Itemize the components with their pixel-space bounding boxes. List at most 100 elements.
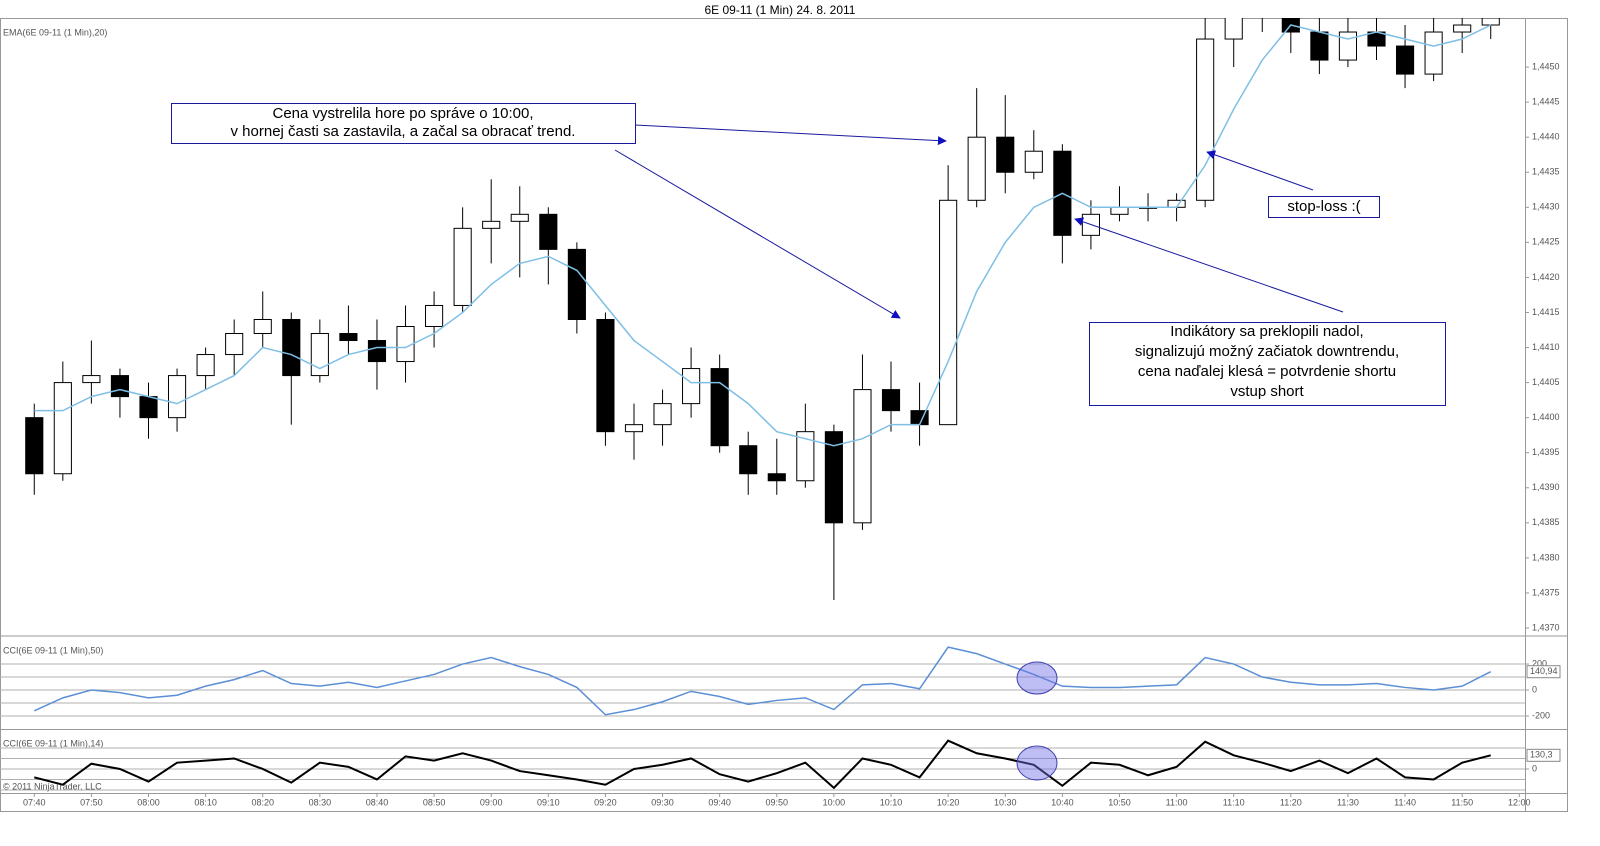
annotation: Indikátory sa preklopili nadol,: [1170, 323, 1363, 340]
x-tick-label: 10:50: [1108, 797, 1131, 807]
candle-body: [53, 382, 72, 475]
candle-body: [310, 333, 329, 377]
candle-body: [996, 136, 1015, 173]
x-tick-label: 08:10: [194, 797, 217, 807]
candle-body: [110, 375, 130, 398]
candle-body: [1310, 31, 1329, 61]
annotation-box: [1268, 196, 1380, 218]
candle-body: [539, 213, 558, 250]
candle-body: [225, 333, 244, 356]
annotation: Cena vystrelila hore po správe o 10:00,: [273, 105, 534, 122]
y-tick-label: 0: [1532, 684, 1537, 694]
y-tick-label: 1,4400: [1532, 412, 1560, 422]
candle-body: [881, 389, 901, 412]
y-tick-label: 1,4395: [1532, 447, 1560, 457]
x-tick-label: 10:20: [937, 797, 960, 807]
candle-body: [710, 368, 729, 447]
candle-body: [796, 431, 815, 482]
series-line: [34, 739, 1491, 790]
last-value-label: 140,94: [1530, 666, 1558, 676]
y-tick-label: 1,4385: [1532, 517, 1560, 527]
y-tick-label: 1,4380: [1532, 552, 1560, 562]
candle-body: [653, 403, 672, 426]
candle-body: [967, 136, 986, 201]
x-tick-label: 12:00: [1508, 797, 1531, 807]
x-tick-label: 11:00: [1166, 797, 1188, 807]
y-tick-label: 1,4450: [1532, 61, 1560, 71]
series-line: [33, 646, 1492, 716]
candle-body: [253, 318, 272, 335]
y-tick-label: 1,4440: [1532, 132, 1560, 142]
candle-body: [767, 473, 786, 482]
y-tick-label: 1,4410: [1532, 342, 1560, 352]
annotation: vstup short: [1230, 383, 1304, 400]
candle-body: [739, 445, 758, 475]
candle-body: [1281, 18, 1300, 33]
x-tick-label: 09:10: [537, 797, 560, 807]
y-tick-label: 1,4375: [1532, 587, 1560, 597]
x-tick-label: 09:30: [651, 797, 674, 807]
x-tick-label: 09:20: [594, 797, 617, 807]
annotation: v hornej časti sa zastavila, a začal sa …: [231, 123, 576, 140]
y-tick-label: 1,4405: [1532, 377, 1560, 387]
arrows: [614, 124, 1344, 319]
panel-label: CCI(6E 09-11 (1 Min),14): [3, 738, 103, 748]
x-tick-label: 11:10: [1223, 797, 1245, 807]
candle-body: [367, 340, 387, 363]
x-tick-label: 08:40: [366, 797, 389, 807]
x-tick-label: 11:50: [1451, 797, 1473, 807]
candle-body: [1196, 38, 1215, 201]
annotation: signalizujú možný začiatok downtrendu,: [1135, 343, 1399, 360]
candle-body: [339, 333, 358, 342]
y-tick-label: 1,4425: [1532, 237, 1560, 247]
candle-body: [139, 396, 158, 419]
last-value-label: 130,3: [1530, 750, 1553, 760]
candle-body: [510, 213, 529, 222]
candle-body: [1024, 150, 1043, 173]
annotation-box: [1089, 322, 1446, 406]
candle-body: [853, 389, 872, 524]
x-tick-label: 11:40: [1394, 797, 1416, 807]
candle-body: [453, 227, 472, 306]
series-line: [34, 24, 1492, 447]
panel-label: EMA(6E 09-11 (1 Min),20): [3, 27, 107, 37]
candle-body: [824, 431, 843, 524]
y-tick-label: 1,4420: [1532, 272, 1560, 282]
x-tick-label: 10:30: [994, 797, 1017, 807]
y-tick-label: 0: [1532, 763, 1537, 773]
candle-body: [25, 417, 44, 475]
x-tick-label: 08:30: [309, 797, 332, 807]
y-tick-label: 1,4430: [1532, 202, 1560, 212]
x-tick-label: 10:40: [1051, 797, 1074, 807]
candle-body: [596, 318, 615, 433]
candle-body: [167, 375, 187, 419]
annotation: stop-loss :(: [1287, 198, 1360, 215]
x-tick-label: 09:50: [766, 797, 789, 807]
last-value-box: [1526, 748, 1561, 762]
candle-body: [282, 318, 301, 377]
y-tick-label: 200: [1532, 658, 1547, 668]
x-tick-label: 07:40: [23, 797, 46, 807]
x-tick-label: 09:40: [708, 797, 731, 807]
y-tick-label: 1,4415: [1532, 307, 1560, 317]
candle-body: [1224, 18, 1243, 40]
x-tick-label: 10:00: [823, 797, 846, 807]
candle-body: [567, 248, 586, 320]
candle-body: [1254, 11, 1271, 12]
copyright: © 2011 NinjaTrader, LLC: [3, 781, 102, 791]
candle-body: [482, 220, 501, 229]
candle-body: [1338, 31, 1358, 61]
y-tick-label: 1,4435: [1532, 167, 1560, 177]
candle-body: [1453, 24, 1472, 33]
x-tick-label: 09:00: [480, 797, 503, 807]
x-tick-label: 11:20: [1280, 797, 1302, 807]
annotation-box: [171, 103, 636, 144]
candle-body: [1395, 45, 1415, 75]
candle-body: [1481, 18, 1500, 26]
y-tick-label: 1,4370: [1532, 622, 1560, 632]
candle-body: [1424, 31, 1443, 75]
candle-body: [82, 375, 101, 384]
candle-body: [624, 424, 644, 433]
candle-body: [196, 354, 215, 377]
annotation: cena naďalej klesá = potvrdenie shortu: [1138, 363, 1396, 380]
